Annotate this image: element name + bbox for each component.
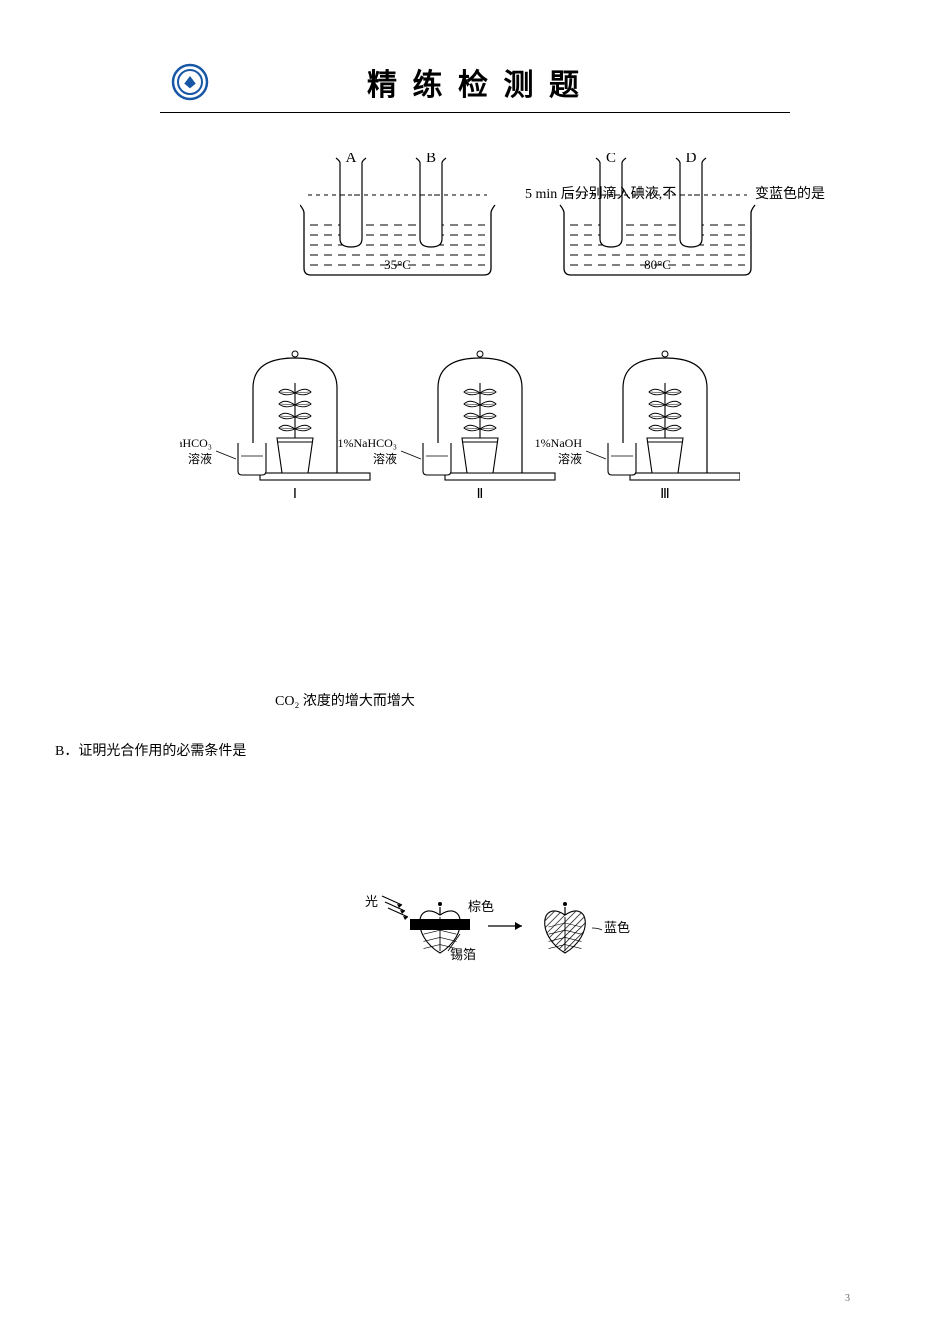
svg-text:Ⅱ: Ⅱ [477, 487, 484, 502]
figure-water-baths: 35°CAB80°CCD 5 min 后分别滴入碘液,不 变蓝色的是 [300, 153, 770, 293]
question-text-part1: 5 min 后分别滴入碘液,不 [525, 183, 676, 203]
svg-text:80°C: 80°C [644, 257, 671, 272]
page-title: 精 练 检 测 题 [367, 60, 583, 104]
page-number: 3 [845, 1293, 850, 1304]
question-text-part2: 变蓝色的是 [755, 183, 825, 203]
bell-jars-svg: 0.1%NaHCO₃溶液Ⅰ1%NaHCO₃溶液Ⅱ1%NaOH溶液Ⅲ [180, 343, 740, 513]
leaf-experiment-svg: 光 棕色锡箔 蓝色 [360, 886, 670, 976]
header-divider [160, 112, 790, 113]
brand-logo-icon [170, 62, 210, 102]
svg-text:D: D [686, 153, 697, 166]
svg-text:0.1%NaHCO₃: 0.1%NaHCO₃ [180, 436, 212, 450]
svg-text:C: C [606, 153, 616, 166]
svg-text:B: B [426, 153, 436, 166]
svg-text:光: 光 [365, 894, 378, 909]
svg-text:锡箔: 锡箔 [450, 947, 476, 962]
page-header: 精 练 检 测 题 [160, 60, 790, 104]
page: 精 练 检 测 题 35°C A B 80°C C D 5 min 后分别滴入碘液,不 变… [0, 0, 950, 1344]
svg-text:Ⅰ: Ⅰ [293, 487, 297, 502]
svg-text:溶液: 溶液 [558, 451, 582, 466]
figure-leaf-experiment: 光 棕色锡箔 蓝色 [360, 886, 670, 976]
svg-text:Ⅲ: Ⅲ [660, 487, 670, 502]
svg-text:溶液: 溶液 [188, 451, 212, 466]
svg-text:1%NaHCO₃: 1%NaHCO₃ [337, 436, 397, 450]
svg-text:溶液: 溶液 [373, 451, 397, 466]
svg-text:蓝色: 蓝色 [604, 920, 630, 935]
water-baths-svg: 35°C A B 80°C C D [300, 153, 770, 293]
answer-option-b-text: B．证明光合作用的必需条件是 [55, 740, 246, 760]
svg-text:棕色: 棕色 [468, 899, 494, 914]
svg-text:35°C: 35°C [384, 257, 411, 272]
figure-bell-jars: 0.1%NaHCO₃溶液Ⅰ1%NaHCO₃溶液Ⅱ1%NaOH溶液Ⅲ [180, 343, 740, 513]
svg-text:A: A [346, 153, 357, 166]
svg-text:1%NaOH: 1%NaOH [535, 436, 583, 450]
answer-option-a-text: CO₂ 浓度的增大而增大 [275, 690, 415, 710]
